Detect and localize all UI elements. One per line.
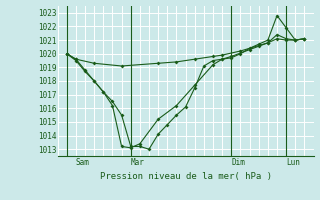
Text: Sam: Sam (76, 158, 90, 167)
Text: Pression niveau de la mer( hPa ): Pression niveau de la mer( hPa ) (100, 172, 272, 181)
Text: Lun: Lun (286, 158, 300, 167)
Text: Mar: Mar (131, 158, 145, 167)
Text: Dim: Dim (231, 158, 245, 167)
